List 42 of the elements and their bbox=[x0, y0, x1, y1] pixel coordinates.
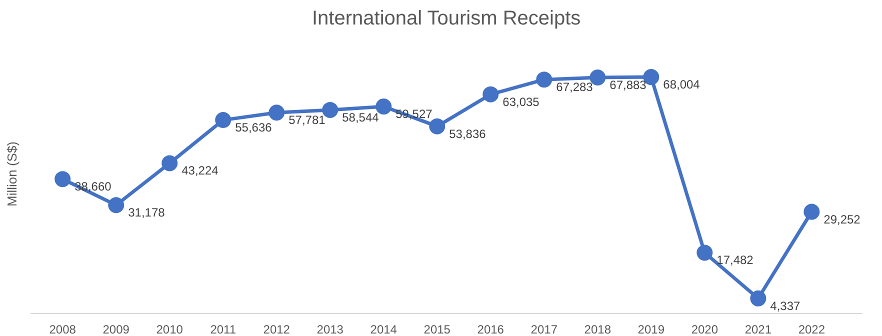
x-tick-label: 2021 bbox=[744, 322, 772, 336]
data-label: 55,636 bbox=[235, 120, 272, 135]
point bbox=[696, 244, 713, 261]
data-label: 58,544 bbox=[342, 110, 380, 124]
data-label: 4,337 bbox=[770, 298, 801, 313]
x-tick-label: 2018 bbox=[584, 322, 612, 336]
point bbox=[376, 98, 392, 115]
data-label: 43,224 bbox=[182, 164, 219, 178]
chart-title: International Tourism Receipts bbox=[312, 8, 581, 30]
data-label: 63,035 bbox=[502, 94, 540, 109]
x-tick-label: 2011 bbox=[210, 322, 236, 336]
point bbox=[536, 72, 552, 88]
x-tick-label: 2020 bbox=[691, 322, 718, 336]
data-label: 68,004 bbox=[663, 78, 700, 92]
x-tick-label: 2016 bbox=[477, 322, 504, 336]
x-tick-label: 2009 bbox=[102, 322, 130, 336]
y-axis-title: Million (S$) bbox=[4, 141, 20, 207]
point bbox=[804, 204, 820, 220]
x-tick-label: 2008 bbox=[49, 322, 76, 336]
point bbox=[215, 112, 232, 128]
point bbox=[750, 290, 766, 306]
point bbox=[482, 86, 499, 102]
x-tick-label: 2015 bbox=[424, 322, 451, 336]
point bbox=[108, 197, 124, 214]
x-tick-label: 2012 bbox=[263, 322, 290, 336]
data-label: 17,482 bbox=[716, 253, 754, 268]
data-label: 31,178 bbox=[128, 206, 166, 220]
data-label: 67,883 bbox=[610, 78, 647, 92]
data-label: 29,252 bbox=[824, 212, 861, 226]
x-tick-label: 2010 bbox=[156, 322, 184, 336]
x-tick-label: 2014 bbox=[370, 322, 398, 336]
point bbox=[54, 171, 71, 188]
point bbox=[429, 118, 446, 134]
data-label: 57,781 bbox=[288, 113, 326, 128]
x-tick-label: 2022 bbox=[798, 322, 826, 336]
point bbox=[162, 155, 178, 172]
point bbox=[268, 104, 285, 121]
x-tick-label: 2017 bbox=[530, 322, 558, 336]
data-label: 53,836 bbox=[449, 126, 486, 141]
x-tick-label: 2019 bbox=[638, 322, 665, 336]
x-tick-label: 2013 bbox=[316, 322, 344, 336]
data-label: 67,283 bbox=[556, 80, 594, 94]
